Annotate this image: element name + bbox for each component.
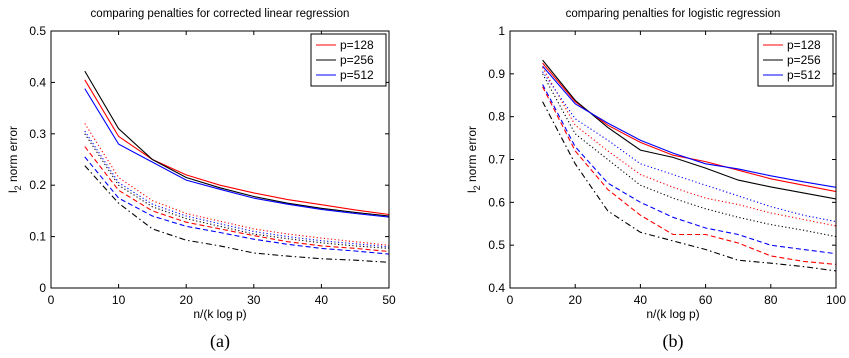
chart-title: comparing penalties for logistic regress…: [566, 8, 781, 20]
x-tick-label: 0: [48, 293, 55, 307]
y-tick-label: 0.2: [29, 178, 46, 192]
x-tick-label: 10: [112, 293, 126, 307]
x-tick-label: 60: [699, 293, 713, 307]
x-tick-label: 100: [826, 293, 846, 307]
series-line-0000ff-solid: [542, 65, 836, 188]
y-axis-label-sub: 2: [472, 185, 482, 190]
series-line-0000ff-dashed: [542, 84, 836, 255]
y-tick-label: 0.4: [488, 281, 505, 295]
series-line-000000-dotted: [84, 133, 389, 249]
x-axis-label: n/(k log p): [646, 307, 699, 321]
x-tick-label: 20: [569, 293, 583, 307]
y-tick-label: 1: [498, 24, 505, 38]
y-tick-label: 0.4: [29, 75, 46, 89]
chart-panel-b: comparing penalties for logistic regress…: [465, 8, 846, 352]
x-tick-label: 40: [634, 293, 648, 307]
x-axis-label: n/(k log p): [193, 307, 246, 321]
svg-text:l2 norm error: l2 norm error: [6, 126, 23, 193]
y-axis-label-base: l: [6, 190, 20, 193]
series-line-000000-dashdot: [84, 165, 389, 263]
series-line-ff0000-dotted: [542, 67, 836, 227]
series-line-000000-dashdot: [542, 101, 836, 272]
legend-entry-label: p=512: [340, 68, 374, 82]
panel-caption: (a): [210, 331, 230, 352]
y-axis-label-rest: norm error: [6, 126, 20, 185]
panel-caption: (b): [663, 331, 684, 352]
svg-text:l2 norm error: l2 norm error: [465, 126, 482, 193]
y-tick-label: 0.5: [29, 24, 46, 38]
series-line-ff0000-dotted: [84, 123, 389, 246]
series-line-ff0000-dashed: [84, 146, 389, 253]
y-axis-label-rest: norm error: [465, 126, 479, 185]
legend-entry-label: p=256: [340, 53, 374, 67]
legend-entry-label: p=256: [787, 53, 821, 67]
series-line-0000ff-dashed: [84, 156, 389, 255]
series-line-0000ff-dotted: [542, 71, 836, 223]
y-tick-label: 0.8: [488, 110, 505, 124]
chart-panel-a: comparing penalties for corrected linear…: [6, 8, 396, 352]
x-tick-label: 0: [507, 293, 514, 307]
y-axis-label: l2 norm error: [465, 126, 482, 193]
series-line-0000ff-dotted: [84, 130, 389, 248]
y-tick-label: 0.1: [29, 230, 46, 244]
chart-title: comparing penalties for corrected linear…: [91, 8, 350, 20]
y-axis-label-base: l: [465, 190, 479, 193]
y-tick-label: 0.6: [488, 195, 505, 209]
y-tick-label: 0.9: [488, 67, 505, 81]
x-tick-label: 50: [382, 293, 396, 307]
y-axis-label-sub: 2: [13, 185, 23, 190]
legend-entry-label: p=128: [340, 38, 374, 52]
x-tick-label: 80: [764, 293, 778, 307]
legend-entry-label: p=128: [787, 38, 821, 52]
legend-entry-label: p=512: [787, 68, 821, 82]
series-line-ff0000-solid: [84, 79, 389, 216]
plot-area-frame: [50, 30, 390, 289]
x-tick-label: 30: [247, 293, 261, 307]
y-tick-label: 0: [39, 281, 46, 295]
y-tick-label: 0.3: [29, 127, 46, 141]
y-tick-label: 0.7: [488, 153, 505, 167]
series-line-0000ff-solid: [84, 88, 389, 218]
y-axis-label: l2 norm error: [6, 126, 23, 193]
series-line-000000-solid: [84, 70, 389, 217]
x-tick-label: 20: [180, 293, 194, 307]
x-tick-label: 40: [315, 293, 329, 307]
series-line-ff0000-dashed: [542, 86, 836, 265]
y-tick-label: 0.5: [488, 238, 505, 252]
